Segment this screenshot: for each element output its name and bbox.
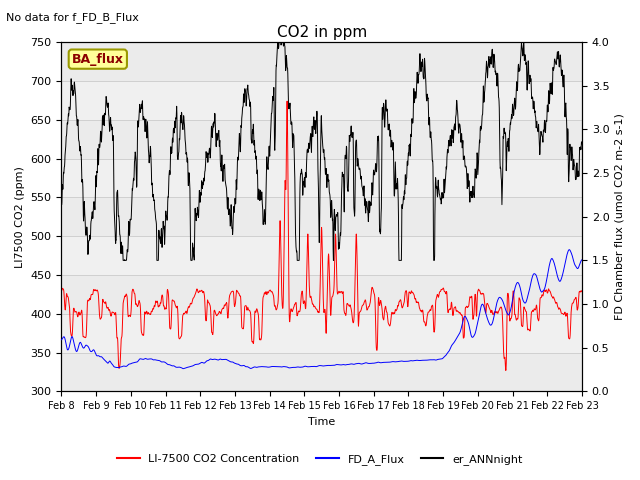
Y-axis label: LI7500 CO2 (ppm): LI7500 CO2 (ppm) [15, 166, 25, 268]
Bar [61, 352, 582, 391]
FD_A_Flux [179, 366, 187, 372]
er_ANNnight [275, 39, 283, 45]
er_ANNnight [203, 151, 211, 157]
FD_A_Flux [565, 247, 573, 252]
LI-7500 CO2 Concentration [578, 289, 586, 295]
Title: CO2 in ppm: CO2 in ppm [276, 24, 367, 39]
Text: No data for f_FD_B_Flux: No data for f_FD_B_Flux [6, 12, 140, 23]
er_ANNnight [578, 141, 586, 146]
er_ANNnight [532, 123, 540, 129]
LI-7500 CO2 Concentration [337, 289, 344, 295]
Bar [61, 197, 582, 236]
Bar [61, 120, 582, 158]
Bar [61, 42, 582, 81]
Line: FD_A_Flux: FD_A_Flux [61, 250, 582, 369]
FD_A_Flux [547, 258, 554, 264]
FD_A_Flux [337, 362, 344, 368]
Legend: LI-7500 CO2 Concentration, FD_A_Flux, er_ANNnight: LI-7500 CO2 Concentration, FD_A_Flux, er… [113, 450, 527, 469]
er_ANNnight [547, 89, 555, 95]
LI-7500 CO2 Concentration [203, 315, 211, 321]
er_ANNnight [348, 135, 356, 141]
er_ANNnight [473, 150, 481, 156]
Text: BA_flux: BA_flux [72, 53, 124, 66]
FD_A_Flux [473, 324, 481, 329]
FD_A_Flux [58, 337, 65, 343]
LI-7500 CO2 Concentration [348, 312, 356, 318]
Y-axis label: FD Chamber flux (umol CO2 m-2 s-1): FD Chamber flux (umol CO2 m-2 s-1) [615, 113, 625, 320]
LI-7500 CO2 Concentration [58, 288, 65, 293]
LI-7500 CO2 Concentration [473, 308, 481, 313]
FD_A_Flux [532, 273, 540, 278]
er_ANNnight [119, 257, 127, 263]
Bar [61, 275, 582, 314]
er_ANNnight [58, 199, 65, 205]
LI-7500 CO2 Concentration [284, 98, 291, 104]
LI-7500 CO2 Concentration [502, 368, 509, 373]
er_ANNnight [337, 229, 345, 235]
FD_A_Flux [578, 257, 586, 263]
X-axis label: Time: Time [308, 417, 335, 427]
Line: LI-7500 CO2 Concentration: LI-7500 CO2 Concentration [61, 101, 582, 371]
FD_A_Flux [203, 358, 211, 364]
LI-7500 CO2 Concentration [532, 302, 540, 308]
Line: er_ANNnight: er_ANNnight [61, 42, 582, 260]
LI-7500 CO2 Concentration [547, 291, 555, 297]
FD_A_Flux [348, 361, 356, 367]
